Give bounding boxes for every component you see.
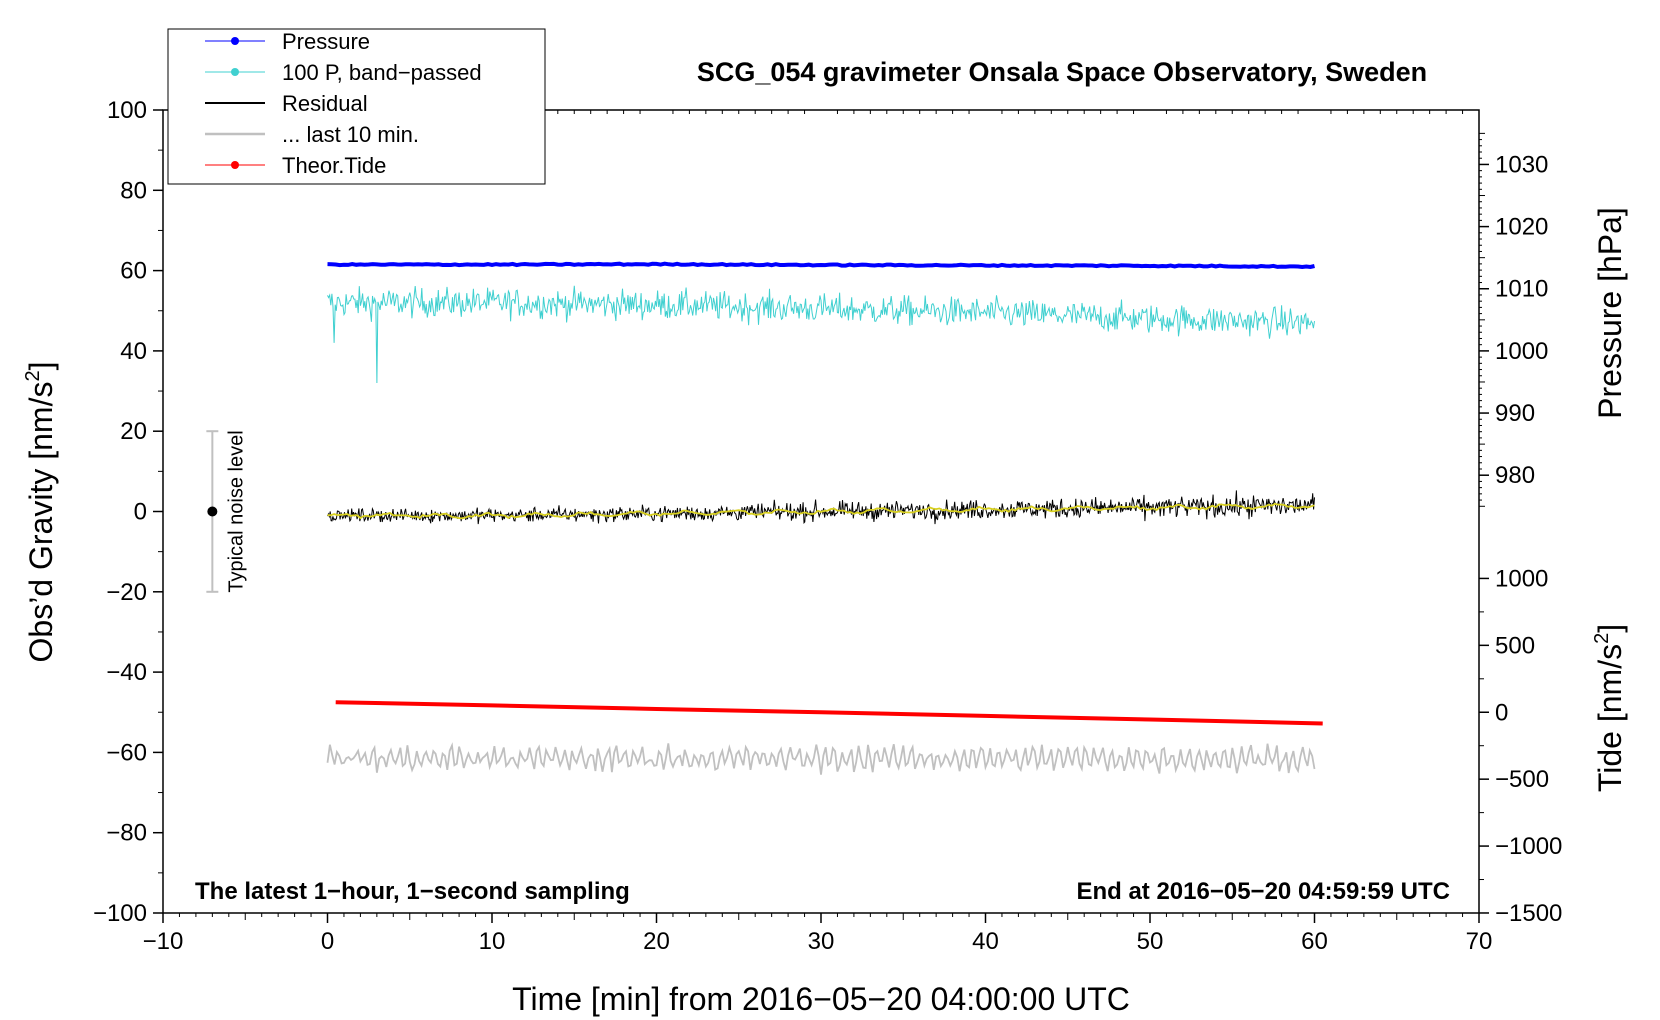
x-tick-label: 10: [479, 928, 506, 955]
legend-label-last10: ... last 10 min.: [282, 122, 419, 147]
pressure-tick-label: 990: [1495, 400, 1535, 427]
x-tick-label: 60: [1301, 928, 1328, 955]
y-tick-label: 0: [134, 499, 147, 526]
x-tick-label: 30: [808, 928, 835, 955]
x-tick-label: 0: [321, 928, 334, 955]
series-line-pband: [327, 285, 1315, 384]
chart-title: SCG_054 gravimeter Onsala Space Observat…: [697, 57, 1427, 87]
tide-axis-ticks: −1500 −1000 −500 0 500 1000: [1479, 565, 1562, 927]
noise-bar-center: [207, 506, 218, 517]
annotation-right: End at 2016−05−20 04:59:59 UTC: [1076, 878, 1450, 905]
legend-items: Pressure 100 P, band−passed Residual ... la…: [205, 29, 482, 178]
pressure-axis-ticks: 980 990 1000 1010 1020 1030: [1479, 132, 1548, 507]
x-tick-label: −10: [143, 928, 184, 955]
legend-box: [167, 28, 546, 185]
y-tick-label: −100: [93, 900, 147, 927]
y-axis-title-tide: Tide [nm/s2]: [1591, 624, 1628, 792]
y-tick-label: 100: [107, 97, 147, 124]
legend-marker-tide: [231, 161, 239, 169]
pressure-tick-label: 1000: [1495, 338, 1548, 365]
y-tick-label: 40: [120, 338, 147, 365]
tide-tick-label: −1500: [1495, 900, 1562, 927]
pressure-tick-label: 1030: [1495, 151, 1548, 178]
series-line-tide: [335, 700, 1323, 726]
legend-marker-pband: [231, 68, 239, 76]
y-tick-label: 20: [120, 418, 147, 445]
legend-marker-pressure: [231, 37, 239, 45]
y-tick-label: −60: [106, 739, 147, 766]
legend: Pressure 100 P, band−passed Residual ... la…: [167, 28, 546, 185]
legend-label-residual: Residual: [282, 91, 368, 116]
legend-label-pband: 100 P, band−passed: [282, 60, 482, 85]
y-tick-label: −20: [106, 579, 147, 606]
pressure-tick-label: 980: [1495, 462, 1535, 489]
y-tick-label: 80: [120, 177, 147, 204]
tide-tick-label: −500: [1495, 766, 1549, 793]
series-line-last10: [326, 742, 1316, 775]
x-tick-label: 70: [1466, 928, 1493, 955]
x-axis-title: Time [min] from 2016−05−20 04:00:00 UTC: [512, 981, 1130, 1017]
tide-tick-label: −1000: [1495, 833, 1562, 860]
tide-tick-label: 500: [1495, 632, 1535, 659]
x-tick-label: 40: [972, 928, 999, 955]
x-axis-ticks: −10 0 10 20 30 40 50 60 70: [143, 110, 1493, 955]
series-line-residual-smoothed: [327, 502, 1315, 520]
x-tick-label: 50: [1137, 928, 1164, 955]
tide-tick-label: 0: [1495, 699, 1508, 726]
legend-label-pressure: Pressure: [282, 29, 370, 54]
y-tick-label: 60: [120, 258, 147, 285]
y-axis-title-left: Obs’d Gravity [nm/s2]: [22, 362, 59, 663]
y-axis-ticks: −100 −80 −60 −40 −20 0 20 40 60 80 100: [93, 97, 163, 927]
series-layer: [326, 261, 1323, 775]
noise-bar: [206, 430, 219, 593]
y-tick-label: −40: [106, 659, 147, 686]
tide-tick-label: 1000: [1495, 565, 1548, 592]
y-tick-label: −80: [106, 820, 147, 847]
annotation-left: The latest 1−hour, 1−second sampling: [195, 878, 630, 905]
x-tick-label: 20: [643, 928, 670, 955]
y-axis-title-pressure: Pressure [hPa]: [1592, 207, 1628, 419]
pressure-tick-label: 1010: [1495, 276, 1548, 303]
series-line-pressure: [327, 261, 1315, 270]
legend-label-tide: Theor.Tide: [282, 153, 386, 178]
pressure-tick-label: 1020: [1495, 214, 1548, 241]
noise-label: Typical noise level: [225, 430, 247, 592]
